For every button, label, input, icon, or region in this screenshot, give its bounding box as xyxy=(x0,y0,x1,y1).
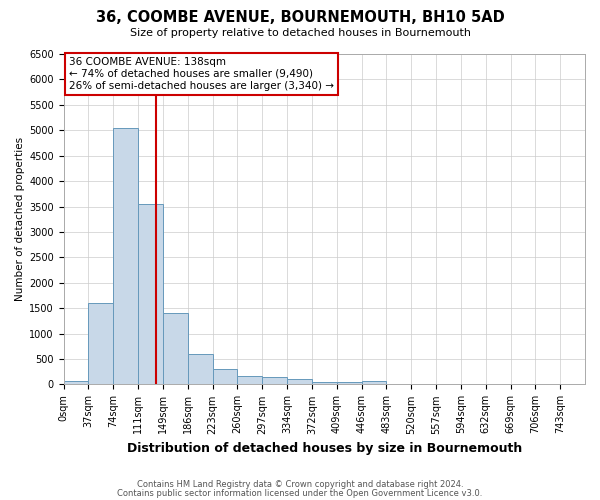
Bar xyxy=(337,382,362,384)
Bar xyxy=(212,369,238,384)
Bar xyxy=(64,380,88,384)
Bar xyxy=(88,303,113,384)
Bar xyxy=(238,376,262,384)
Bar xyxy=(188,354,212,384)
Bar xyxy=(113,128,138,384)
Text: 36 COOMBE AVENUE: 138sqm
← 74% of detached houses are smaller (9,490)
26% of sem: 36 COOMBE AVENUE: 138sqm ← 74% of detach… xyxy=(69,58,334,90)
Bar xyxy=(163,314,188,384)
Bar xyxy=(138,204,163,384)
Text: Size of property relative to detached houses in Bournemouth: Size of property relative to detached ho… xyxy=(130,28,470,38)
Bar xyxy=(287,380,312,384)
Bar xyxy=(362,382,386,384)
Text: 36, COOMBE AVENUE, BOURNEMOUTH, BH10 5AD: 36, COOMBE AVENUE, BOURNEMOUTH, BH10 5AD xyxy=(95,10,505,25)
Bar xyxy=(262,377,287,384)
X-axis label: Distribution of detached houses by size in Bournemouth: Distribution of detached houses by size … xyxy=(127,442,522,455)
Text: Contains public sector information licensed under the Open Government Licence v3: Contains public sector information licen… xyxy=(118,488,482,498)
Bar xyxy=(312,382,337,384)
Y-axis label: Number of detached properties: Number of detached properties xyxy=(15,137,25,302)
Text: Contains HM Land Registry data © Crown copyright and database right 2024.: Contains HM Land Registry data © Crown c… xyxy=(137,480,463,489)
